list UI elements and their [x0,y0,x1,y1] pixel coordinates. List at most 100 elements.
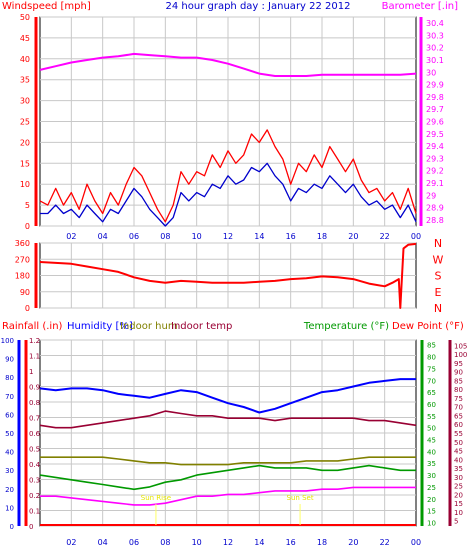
indoor_temp-line [39,410,417,429]
barometer-tick-label: 29.7 [426,105,444,114]
wind-x-tick-label: 10 [192,232,202,241]
humidity-tick-label: 60 [5,411,14,419]
humidity-tick-label: 70 [5,393,14,401]
climate-x-tick-label: 10 [192,538,202,547]
windspeed-axis-title: Windspeed [mph] [2,1,91,12]
windspeed-tick-label: 35 [20,76,30,85]
dew-point-tick-label: 80 [454,386,463,394]
wind-x-tick-label: 04 [98,232,108,241]
barometer-tick-label: 30.1 [426,56,444,65]
compass-label: N [434,302,442,315]
humidity-tick-label: 0 [10,523,14,531]
tick-labels: 0510152025303540455028.828.92929.129.229… [1,13,468,547]
rain-tick-label: 0.2 [29,492,40,500]
windspeed-line [40,162,417,227]
wind-x-tick-label: 18 [317,232,327,241]
indoor_hum-line [40,456,416,466]
temperature-tick-label: 15 [427,508,436,516]
wind_direction-line [39,242,417,309]
dew-point-tick-label: 100 [454,351,467,359]
wind-x-tick-label: 06 [129,232,139,241]
climate-x-tick-label: 16 [286,538,296,547]
temperature-tick-label: 65 [427,389,436,397]
windspeed-tick-label: 15 [20,159,30,168]
temperature-tick-label: 20 [427,496,436,504]
barometer-tick-label: 30.3 [426,31,444,40]
dew-point-tick-label: 60 [454,421,463,429]
barometer-tick-label: 29.1 [426,179,444,188]
climate-x-tick-label: 04 [98,538,108,547]
wind-x-tick-label: 00 [411,232,421,241]
windspeed-tick-label: 30 [20,97,30,106]
climate-x-tick-label: 06 [129,538,139,547]
compass-label: W [433,253,444,266]
direction-tick-label: 270 [15,255,30,264]
dew-point-tick-label: 20 [454,491,463,499]
sun-marker-label: Sun Set [287,494,314,502]
humidity-tick-label: 90 [5,356,14,364]
dew-point-tick-label: 90 [454,369,463,377]
windspeed-tick-label: 50 [20,13,30,22]
rain-tick-label: 0 [29,523,33,531]
direction-tick-label: 360 [15,239,30,248]
series-lines [39,52,417,526]
dew-point-tick-label: 40 [454,456,463,464]
rain-tick-label: 0.8 [29,399,40,407]
temperature-tick-label: 85 [427,342,436,350]
compass-label: N [434,237,442,250]
dew-point-tick-label: 85 [454,377,463,385]
compass-label: E [435,286,442,299]
temperature-tick-label: 35 [427,460,436,468]
dew-point-tick-label: 30 [454,474,463,482]
barometer-tick-label: 29.8 [426,93,444,102]
barometer-axis-title: Barometer [.in] [382,1,458,12]
rain-tick-label: 1.2 [29,337,40,345]
direction-tick-label: 0 [25,304,30,313]
dew-point-tick-label: 75 [454,395,463,403]
barometer-tick-label: 29.4 [426,142,444,151]
dew-point-tick-label: 45 [454,448,463,456]
rainfall-axis-title: Rainfall (.in) [2,321,63,332]
climate-x-tick-label: 14 [254,538,264,547]
dew-point-tick-label: 70 [454,404,463,412]
rain-tick-label: 1.1 [29,353,40,361]
wind-x-tick-label: 12 [223,232,233,241]
dew-point-tick-label: 25 [454,483,463,491]
climate-x-tick-label: 12 [223,538,233,547]
windspeed-tick-label: 40 [20,55,30,64]
barometer-tick-label: 29.3 [426,154,444,163]
humidity-tick-label: 80 [5,374,14,382]
rain-tick-label: 0.4 [29,461,41,469]
climate-x-tick-label: 20 [348,538,358,547]
temperature-tick-label: 60 [427,401,436,409]
barometer-tick-label: 29.2 [426,167,444,176]
climate-x-tick-label: 08 [160,538,170,547]
indoor-hum-axis-title: Indoor hum [120,321,178,332]
humidity-line [39,378,416,414]
wind-x-tick-label: 08 [160,232,170,241]
humidity-tick-label: 100 [1,337,14,345]
windspeed-tick-label: 20 [20,138,30,147]
grid-lines [40,16,416,527]
dew-point-tick-label: 10 [454,509,463,517]
barometer-tick-label: 28.8 [426,216,444,225]
temperature-tick-label: 30 [427,472,436,480]
humidity-tick-label: 10 [5,504,14,512]
barometer-tick-label: 29.6 [426,118,444,127]
climate-x-tick-label: 18 [317,538,327,547]
dew-point-tick-label: 50 [454,439,463,447]
rain-tick-label: 1 [29,368,33,376]
annotations: Sun Rise Sun Set [141,494,314,525]
wind-x-tick-label: 22 [380,232,390,241]
gust-line [39,129,417,223]
rain-tick-label: 0.9 [29,384,40,392]
dew_point-line [40,486,416,506]
windspeed-tick-label: 10 [20,180,30,189]
axis-bars [17,17,452,526]
wind-x-tick-label: 16 [286,232,296,241]
barometer-tick-label: 29 [426,191,436,200]
humidity-tick-label: 20 [5,486,14,494]
wind-x-tick-label: 02 [66,232,76,241]
direction-tick-label: 90 [20,288,30,297]
